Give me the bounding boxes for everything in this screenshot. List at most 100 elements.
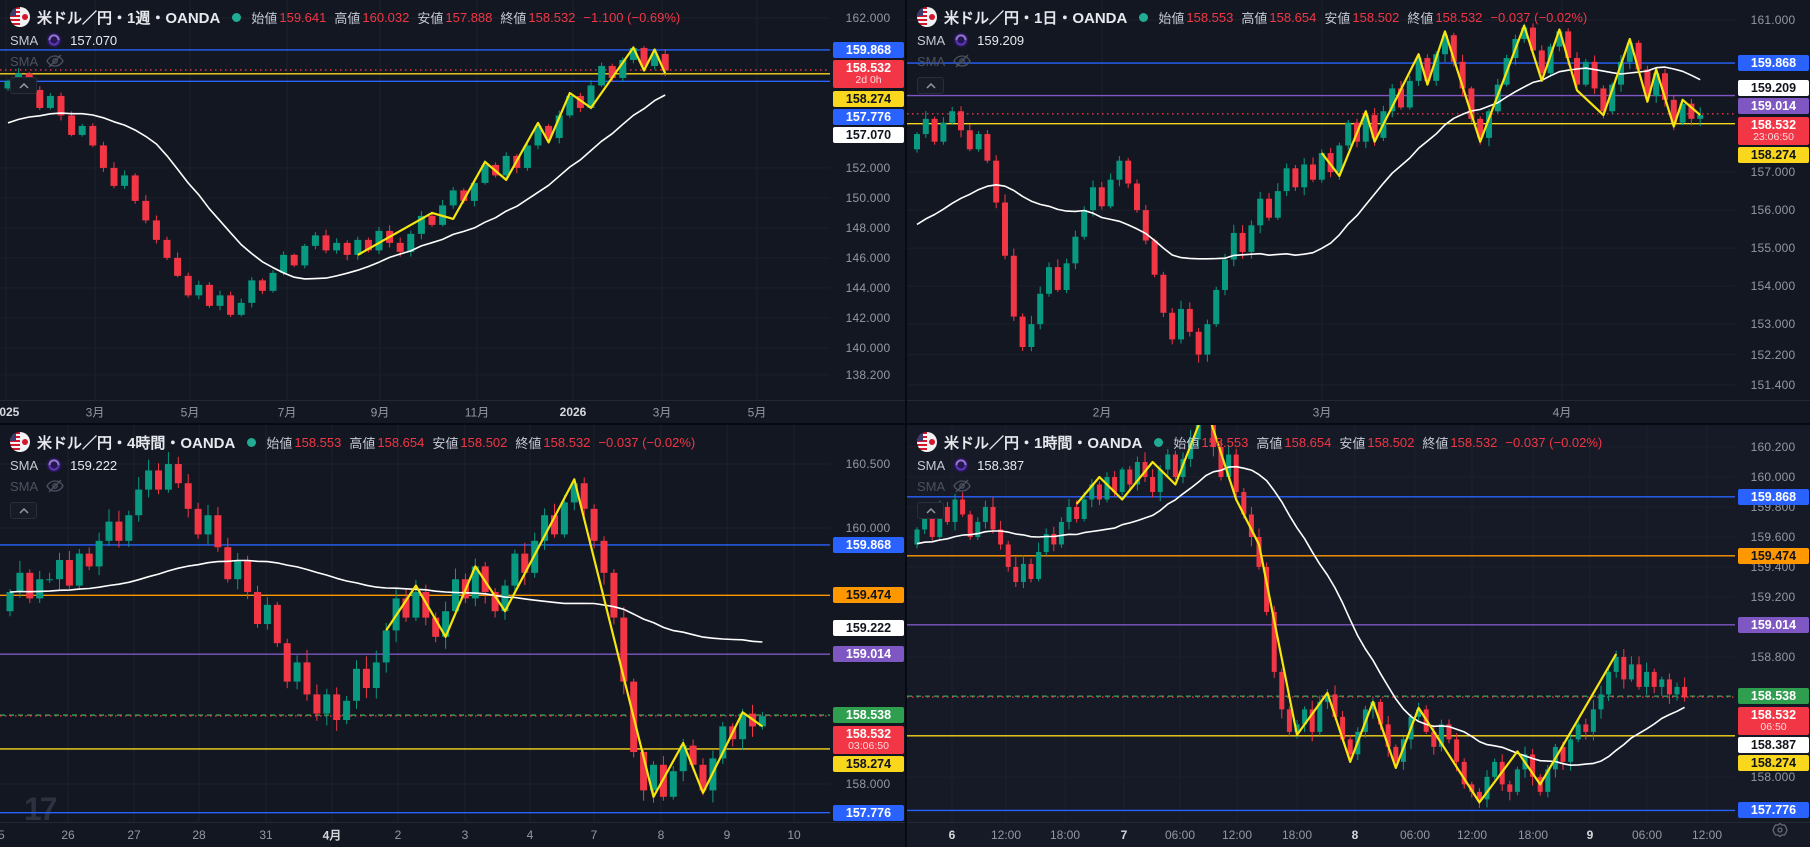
legend-collapse-button[interactable] [10, 502, 37, 519]
legend-collapse-button[interactable] [917, 502, 944, 519]
time-tick: 18:00 [1049, 828, 1081, 842]
candlestick-plot-1hour[interactable] [907, 425, 1735, 822]
symbol-title[interactable]: 米ドル／円・1日・OANDA [944, 9, 1128, 27]
price-tick: 153.000 [1750, 317, 1796, 332]
candlestick-plot-4hour[interactable] [0, 425, 830, 822]
sma-value: 159.209 [977, 32, 1025, 48]
legend-collapse-button[interactable] [917, 77, 944, 94]
price-tick: 140.000 [845, 340, 891, 355]
price-badge[interactable]: 158.532 06:50 [1738, 706, 1809, 735]
time-tick: 3 [461, 828, 469, 842]
chart-pane-1hour[interactable]: 160.200 160.000 159.800 159.600 159.400 159.2… [907, 425, 1810, 847]
price-badge[interactable]: 158.532 23:06:50 [1738, 116, 1809, 145]
time-tick: 2月 [1092, 405, 1112, 420]
symbol-title[interactable]: 米ドル／円・4時間・OANDA [37, 434, 236, 452]
eye-slash-icon[interactable] [953, 479, 971, 493]
time-tick: 7 [590, 828, 598, 842]
indicator-sma[interactable]: SMA 157.070 [10, 31, 688, 49]
eye-slash-icon[interactable] [953, 54, 971, 68]
sma-value: 159.222 [70, 457, 118, 473]
price-badge[interactable]: 158.274 [833, 90, 904, 107]
price-badge[interactable]: 158.274 [1738, 755, 1809, 772]
indicator-sma-hidden[interactable]: SMA [917, 52, 1595, 70]
sma-hidden-label: SMA [917, 478, 946, 494]
time-tick: 9 [1586, 828, 1594, 842]
price-badge[interactable]: 159.868 [1738, 488, 1809, 505]
price-badge[interactable]: 158.274 [1738, 147, 1809, 164]
time-axis[interactable]: 6 12:00 18:00 7 06:00 12:00 18:00 8 06:00 12:00 18… [907, 822, 1810, 847]
badge-countdown: 03:06:50 [848, 739, 889, 752]
candlestick-plot-daily[interactable] [907, 0, 1735, 400]
market-status-dot-icon [247, 437, 257, 447]
price-badge[interactable]: 157.776 [833, 108, 904, 125]
price-badge[interactable]: 158.538 [1738, 688, 1809, 705]
indicator-sma-hidden[interactable]: SMA [917, 477, 1610, 495]
time-tick: 11月 [464, 405, 490, 420]
candlestick-plot-weekly[interactable] [0, 0, 830, 400]
indicator-sma-hidden[interactable]: SMA [10, 52, 688, 70]
time-axis[interactable]: 2月 3月 4月 [907, 400, 1810, 423]
price-badge[interactable]: 159.014 [1738, 98, 1809, 115]
ohlc-readout: 始値 158.553 高値 158.654 安値 158.502 終値 158.532 … [1173, 433, 1610, 452]
price-tick: 146.000 [845, 250, 891, 265]
ohlc-high-value: 158.654 [1284, 434, 1332, 450]
ohlc-close-value: 158.532 [1450, 434, 1498, 450]
chart-legend: 米ドル／円・1日・OANDA 始値 158.553 高値 158.654 安値 158… [917, 6, 1595, 94]
indicator-sma[interactable]: SMA 158.387 [917, 456, 1610, 474]
time-tick: 4月 [322, 828, 342, 843]
price-badge[interactable]: 157.776 [1738, 802, 1809, 819]
ohlc-close-label: 終値 [1407, 10, 1434, 26]
price-badge[interactable]: 159.868 [833, 536, 904, 553]
indicator-sma[interactable]: SMA 159.209 [917, 31, 1595, 49]
sma-hidden-label: SMA [10, 53, 39, 69]
pane-settings-gear-icon[interactable] [1772, 822, 1788, 843]
time-axis[interactable]: 2025 3月 5月 7月 9月 11月 2026 3月 5月 [0, 400, 905, 423]
price-badge[interactable]: 157.070 [833, 126, 904, 143]
price-badge[interactable]: 159.868 [833, 41, 904, 58]
symbol-title[interactable]: 米ドル／円・1週・OANDA [37, 9, 221, 27]
time-tick: 12:00 [990, 828, 1022, 842]
time-tick: 7 [1120, 828, 1128, 842]
sma-value: 158.387 [977, 457, 1025, 473]
price-tick: 159.200 [1750, 589, 1796, 604]
ohlc-close-value: 158.532 [1435, 9, 1483, 25]
price-tick: 161.000 [1750, 13, 1796, 27]
price-badge[interactable]: 159.014 [833, 646, 904, 663]
ohlc-high-label: 高値 [1241, 10, 1268, 26]
time-axis[interactable]: 25 26 27 28 31 4月 2 3 4 7 8 9 10 [0, 822, 905, 847]
chart-legend: 米ドル／円・1週・OANDA 始値 159.641 高値 160.032 安値 157… [10, 6, 688, 94]
price-badge[interactable]: 158.532 2d 0h [833, 60, 904, 89]
price-badge[interactable]: 159.209 [1738, 80, 1809, 97]
price-badge[interactable]: 159.014 [1738, 616, 1809, 633]
time-tick: 06:00 [1164, 828, 1196, 842]
ohlc-low-value: 158.502 [1352, 9, 1400, 25]
price-badge[interactable]: 159.474 [833, 587, 904, 604]
chart-pane-daily[interactable]: 161.000 157.000 156.000 155.000 154.000 153.0… [907, 0, 1810, 423]
sma-label: SMA [917, 457, 946, 473]
eye-slash-icon[interactable] [46, 479, 64, 493]
ohlc-low-label: 安値 [1339, 435, 1366, 451]
price-tick: 138.200 [845, 367, 891, 382]
price-badge[interactable]: 157.776 [833, 804, 904, 821]
ohlc-open-value: 158.553 [294, 434, 342, 450]
price-badge[interactable]: 159.474 [1738, 547, 1809, 564]
indicator-sma-hidden[interactable]: SMA [10, 477, 703, 495]
ohlc-high-label: 高値 [334, 10, 361, 26]
time-tick: 8 [1351, 828, 1359, 842]
symbol-title[interactable]: 米ドル／円・1時間・OANDA [944, 434, 1143, 452]
eye-slash-icon[interactable] [46, 54, 64, 68]
price-badge[interactable]: 158.538 [833, 707, 904, 724]
price-badge[interactable]: 159.868 [1738, 55, 1809, 72]
price-tick: 157.000 [1750, 165, 1796, 180]
ohlc-close-label: 終値 [515, 435, 542, 451]
legend-collapse-button[interactable] [10, 77, 37, 94]
sma-value: 157.070 [70, 32, 118, 48]
price-badge[interactable]: 159.222 [833, 619, 904, 636]
price-badge[interactable]: 158.274 [833, 756, 904, 773]
indicator-sma[interactable]: SMA 159.222 [10, 456, 703, 474]
chart-pane-weekly[interactable]: 162.000 152.000 150.000 148.000 146.000 144.0… [0, 0, 905, 423]
chart-pane-4hour[interactable]: 17 160.500 160.000 158.000 159.868 159.474 15… [0, 425, 905, 847]
price-tick: 162.000 [845, 10, 891, 25]
price-badge[interactable]: 158.387 [1738, 737, 1809, 754]
price-badge[interactable]: 158.532 03:06:50 [833, 725, 904, 754]
